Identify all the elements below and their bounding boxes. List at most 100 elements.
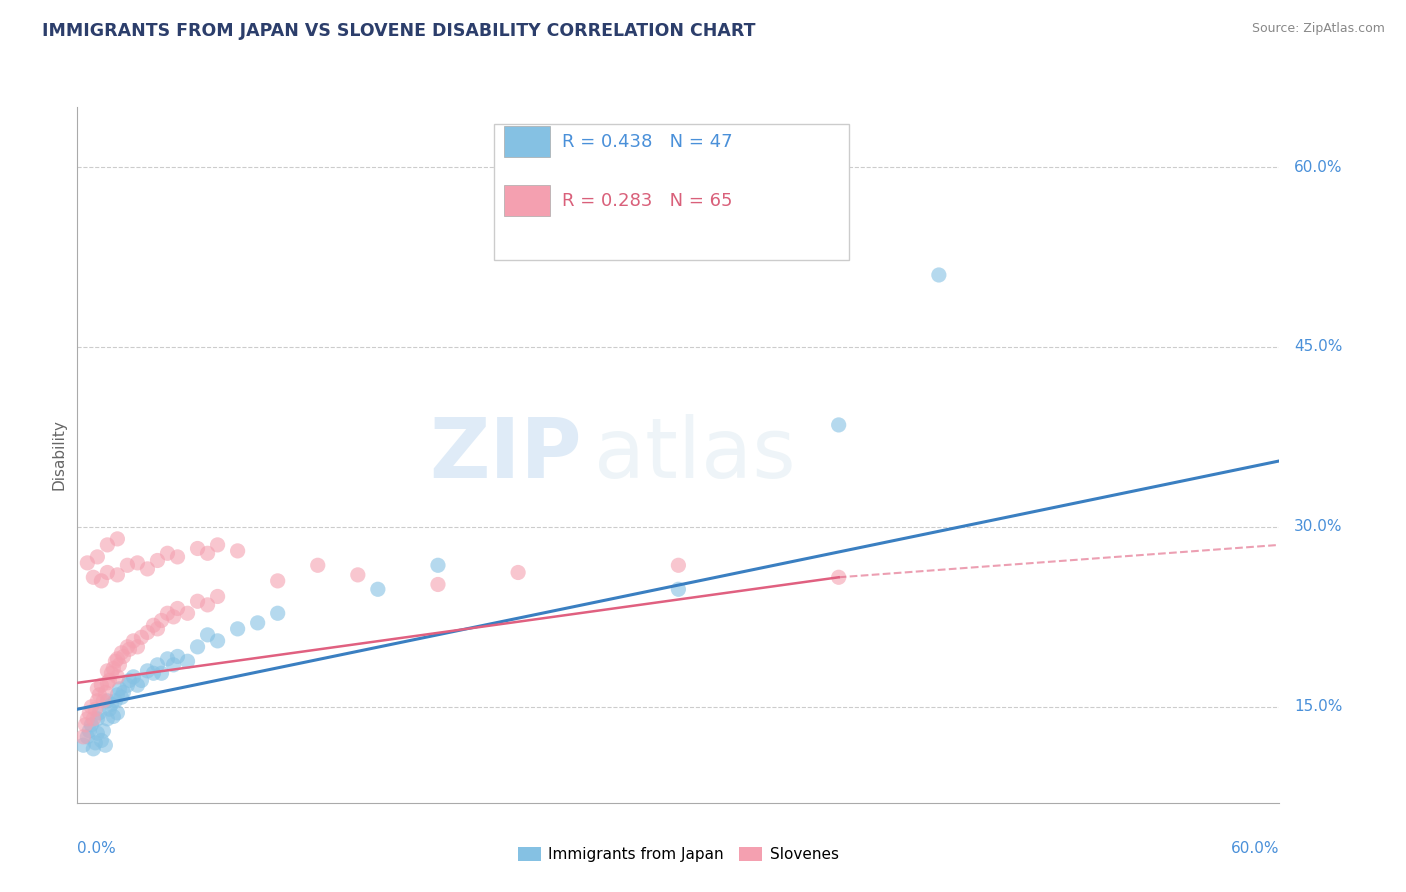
Point <box>142 666 165 681</box>
Point <box>104 694 127 708</box>
Point <box>928 268 950 282</box>
Point <box>94 738 117 752</box>
Point <box>127 640 149 654</box>
Point <box>136 664 159 678</box>
Point <box>122 633 145 648</box>
Point <box>110 646 132 660</box>
Point <box>117 678 139 692</box>
Point <box>96 664 118 678</box>
Point <box>79 723 101 738</box>
Point <box>112 649 135 664</box>
Point <box>197 628 219 642</box>
Point <box>107 567 129 582</box>
Point <box>96 712 118 726</box>
Point <box>89 688 111 702</box>
Point <box>118 673 141 688</box>
Point <box>131 673 153 688</box>
Legend: Immigrants from Japan, Slovenes: Immigrants from Japan, Slovenes <box>512 841 845 868</box>
Point <box>162 657 184 672</box>
Point <box>98 702 121 716</box>
Point <box>76 730 98 744</box>
Point <box>186 594 209 608</box>
Point <box>82 570 104 584</box>
Text: R = 0.283   N = 65: R = 0.283 N = 65 <box>562 192 733 210</box>
Point <box>226 622 249 636</box>
Point <box>197 598 219 612</box>
Text: 60.0%: 60.0% <box>1294 160 1343 175</box>
Point <box>108 681 131 696</box>
Point <box>110 690 132 705</box>
Point <box>82 712 104 726</box>
Point <box>166 601 188 615</box>
Point <box>103 661 125 675</box>
Point <box>75 718 97 732</box>
Point <box>86 549 108 564</box>
Point <box>96 676 118 690</box>
Text: 15.0%: 15.0% <box>1294 699 1343 714</box>
Point <box>156 607 179 621</box>
Point <box>107 652 129 666</box>
Point <box>122 670 145 684</box>
Point <box>207 633 229 648</box>
Point <box>72 730 94 744</box>
Point <box>150 614 173 628</box>
Point <box>107 706 129 720</box>
Point <box>112 685 135 699</box>
Point <box>100 666 122 681</box>
Point <box>117 558 139 573</box>
Text: 0.0%: 0.0% <box>77 841 117 856</box>
Point <box>84 736 107 750</box>
Point <box>90 574 112 588</box>
Point <box>668 582 690 597</box>
Point <box>146 553 169 567</box>
Point <box>186 640 209 654</box>
Point <box>347 567 370 582</box>
Point <box>118 642 141 657</box>
Point <box>82 741 104 756</box>
Point <box>90 678 112 692</box>
Point <box>136 562 159 576</box>
Point <box>176 654 198 668</box>
Point <box>96 566 118 580</box>
FancyBboxPatch shape <box>505 126 550 157</box>
Point <box>186 541 209 556</box>
Point <box>100 698 122 712</box>
Point <box>89 706 111 720</box>
Point <box>79 706 101 720</box>
Point <box>166 649 188 664</box>
Point <box>207 538 229 552</box>
Point <box>76 712 98 726</box>
Point <box>96 538 118 552</box>
Point <box>307 558 329 573</box>
Point <box>427 558 450 573</box>
Point <box>107 670 129 684</box>
Point <box>162 610 184 624</box>
Text: 60.0%: 60.0% <box>1232 841 1279 856</box>
Text: R = 0.438   N = 47: R = 0.438 N = 47 <box>562 133 733 151</box>
Point <box>267 607 290 621</box>
Text: 45.0%: 45.0% <box>1294 340 1343 354</box>
Point <box>107 688 129 702</box>
Point <box>427 577 450 591</box>
Point <box>226 544 249 558</box>
Point <box>86 712 108 726</box>
Point <box>508 566 530 580</box>
Point <box>86 726 108 740</box>
Point <box>246 615 269 630</box>
Point <box>136 625 159 640</box>
Point <box>104 654 127 668</box>
Text: IMMIGRANTS FROM JAPAN VS SLOVENE DISABILITY CORRELATION CHART: IMMIGRANTS FROM JAPAN VS SLOVENE DISABIL… <box>42 22 755 40</box>
Text: Source: ZipAtlas.com: Source: ZipAtlas.com <box>1251 22 1385 36</box>
Point <box>96 694 118 708</box>
Point <box>107 532 129 546</box>
Point <box>142 618 165 632</box>
Point <box>80 718 103 732</box>
Point <box>156 546 179 560</box>
Point <box>127 678 149 692</box>
Point <box>117 640 139 654</box>
Point <box>86 681 108 696</box>
Point <box>207 590 229 604</box>
Point <box>108 657 131 672</box>
Y-axis label: Disability: Disability <box>51 419 66 491</box>
Text: atlas: atlas <box>595 415 796 495</box>
